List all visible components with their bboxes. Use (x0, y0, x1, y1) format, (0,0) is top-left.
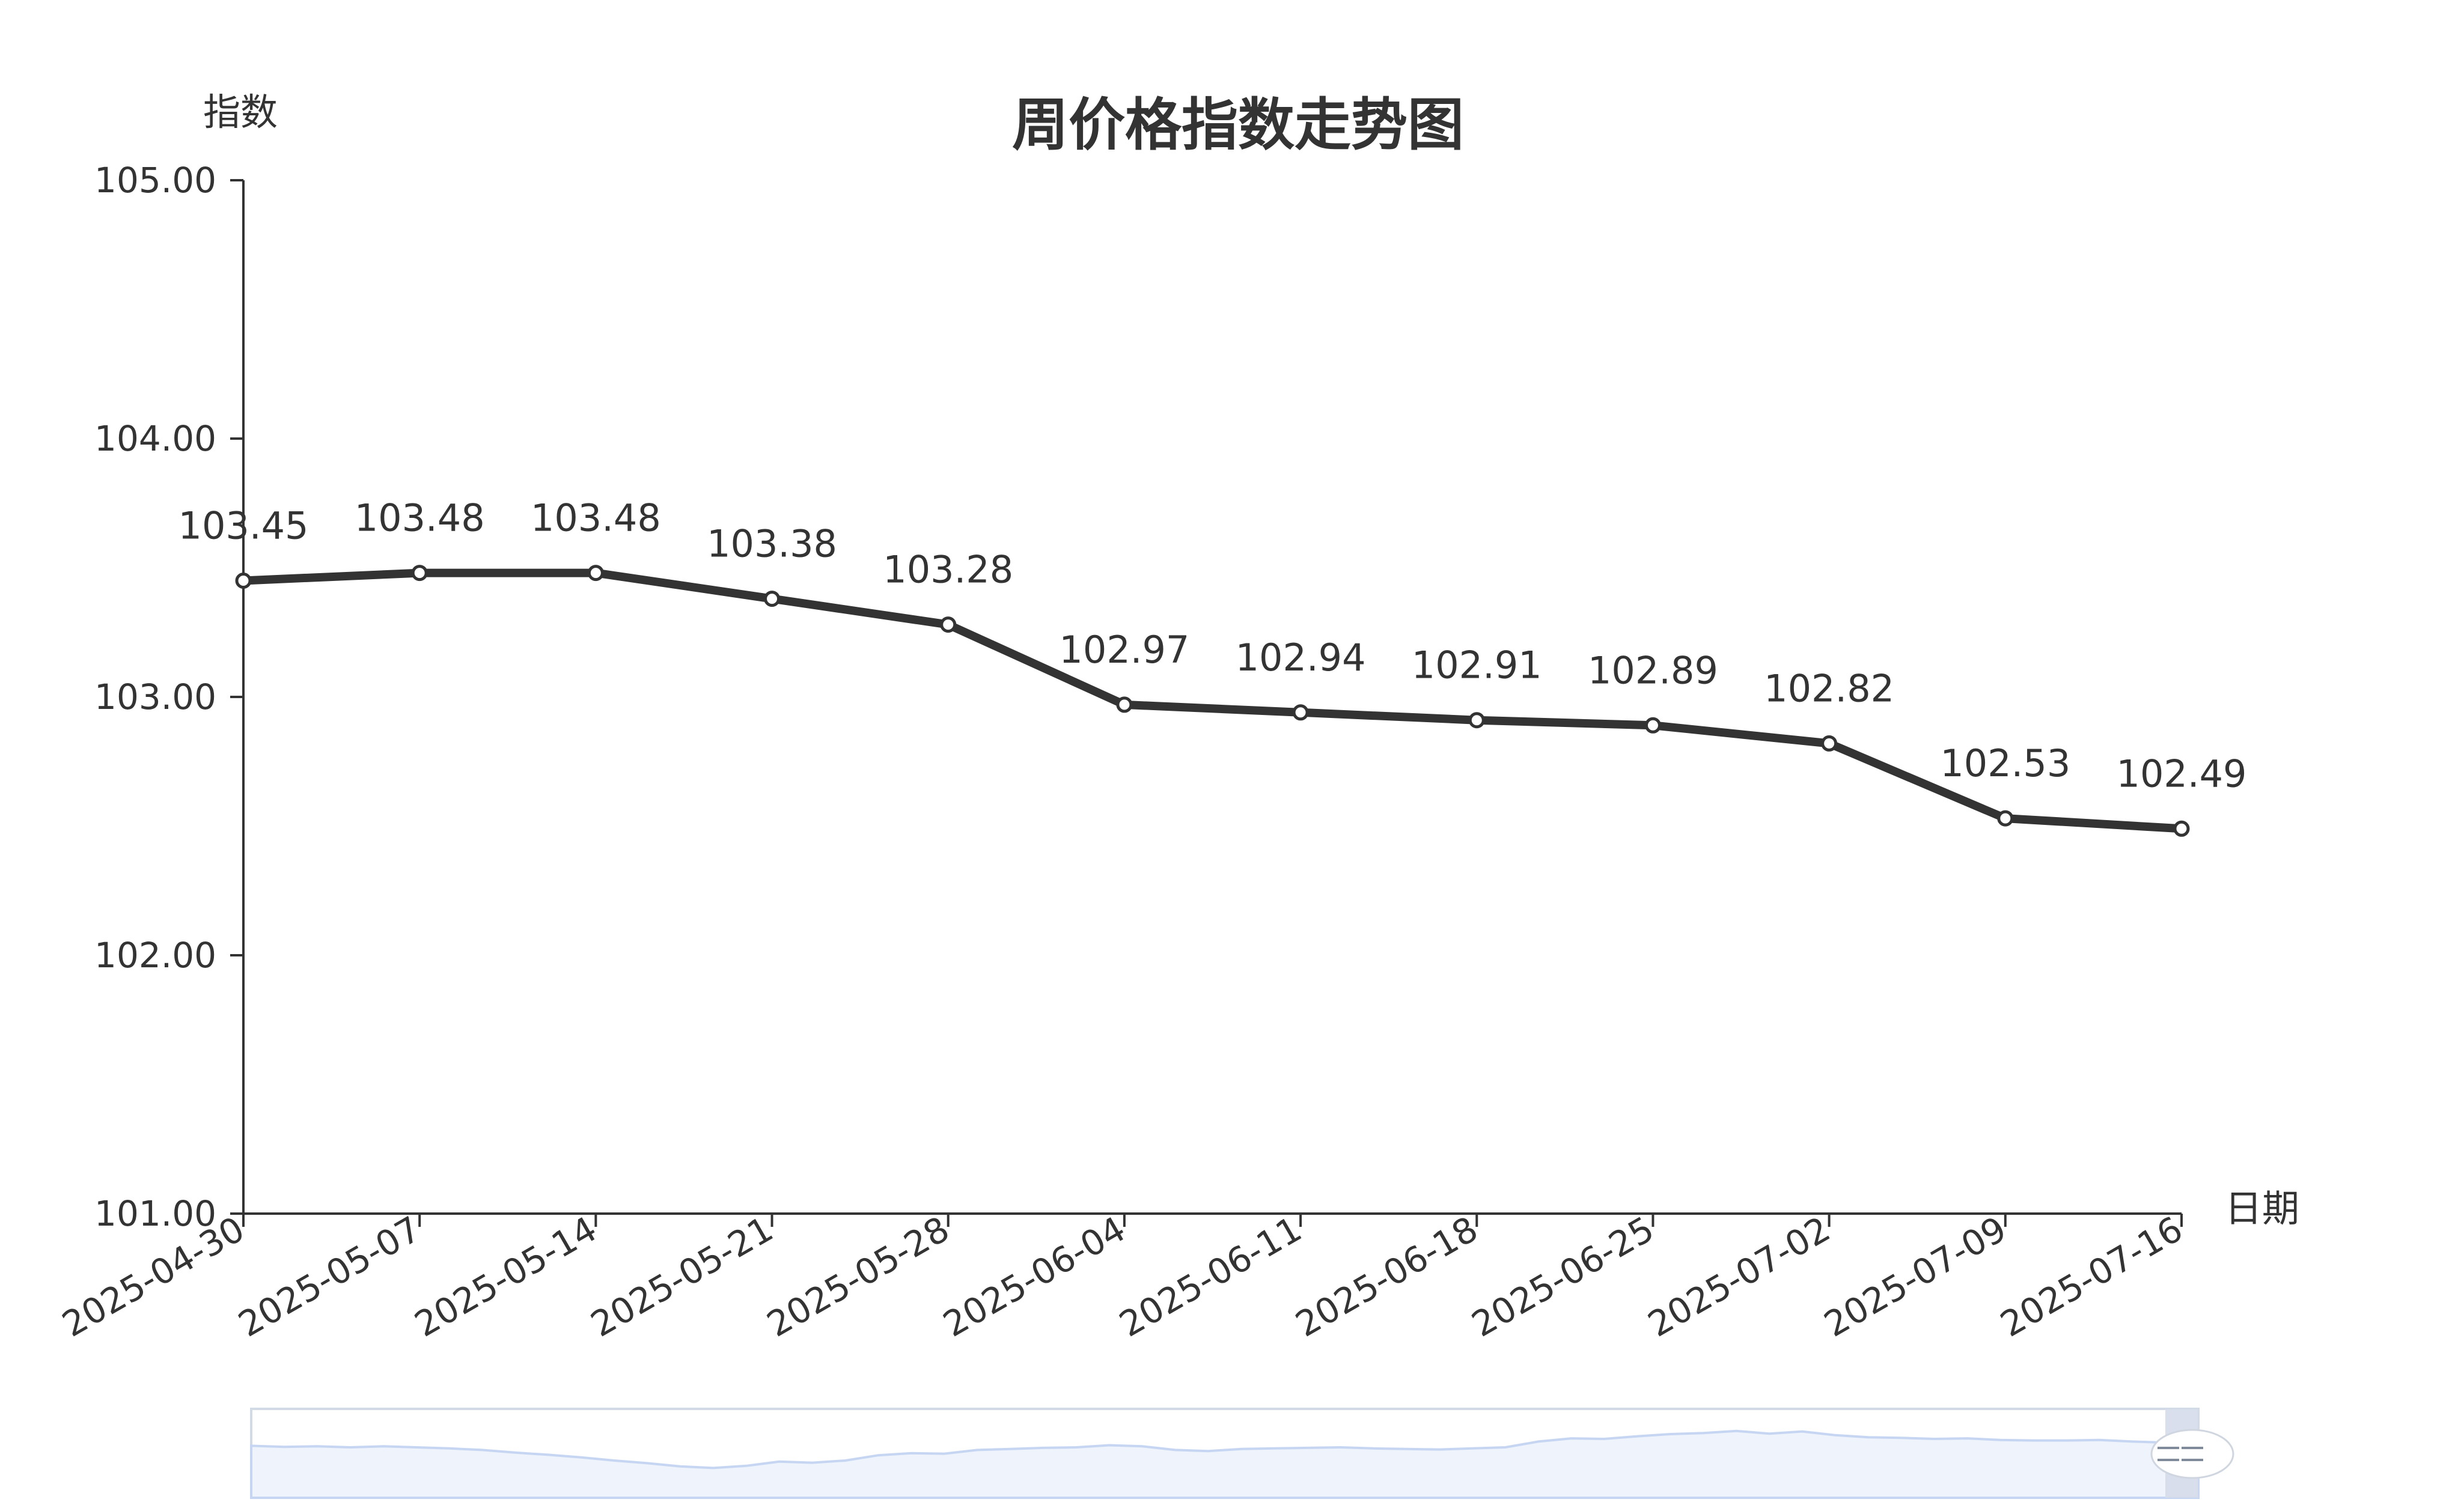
series-line (239, 568, 2186, 833)
data-point (1468, 712, 1485, 729)
data-zoom-slider[interactable] (250, 1408, 2234, 1499)
x-tick-label: 2025-06-04 (936, 1208, 1132, 1345)
x-tick-label: 2025-06-18 (1288, 1208, 1484, 1345)
x-tick-label: 2025-06-25 (1465, 1208, 1661, 1345)
x-tick-label: 2025-05-28 (760, 1208, 956, 1345)
data-point (411, 565, 428, 582)
chart-title: 周价格指数走势图 (1012, 93, 1464, 158)
data-label: 103.45 (178, 504, 309, 548)
x-tick-label: 2025-07-09 (1817, 1208, 2013, 1345)
data-labels: 103.45 103.48 103.48 103.38 103.28 102.97 102.… (178, 496, 2247, 796)
series-layer (235, 565, 2190, 837)
data-point (940, 616, 957, 633)
x-tick-label: 2025-07-16 (1993, 1208, 2189, 1345)
y-tick-label: 102.00 (94, 935, 216, 976)
x-axis-name: 日期 (2225, 1187, 2299, 1230)
data-label: 102.49 (2117, 752, 2247, 795)
x-tick-label: 2025-05-14 (407, 1208, 603, 1345)
data-zoom-handle[interactable] (2150, 1429, 2234, 1479)
x-tick-label: 2025-06-11 (1112, 1208, 1308, 1345)
data-point (1116, 696, 1133, 713)
y-axis-name: 指数 (203, 90, 278, 134)
y-tick-label: 105.00 (94, 160, 216, 201)
data-point (235, 573, 252, 589)
x-tick-label: 2025-05-21 (584, 1208, 780, 1345)
axes: 101.00102.00103.00104.00105.002025-04-30… (55, 160, 2189, 1345)
data-point (1997, 810, 2014, 827)
data-label: 102.82 (1764, 666, 1894, 710)
y-tick-label: 103.00 (94, 677, 216, 717)
y-tick-label: 101.00 (94, 1193, 216, 1234)
data-label: 103.28 (883, 548, 1013, 592)
data-label: 103.48 (355, 496, 485, 540)
data-label: 102.91 (1412, 643, 1542, 687)
data-point (587, 565, 604, 582)
data-zoom-preview (250, 1429, 2200, 1499)
data-point (764, 591, 781, 607)
data-label: 103.48 (531, 496, 661, 540)
data-point (1821, 735, 1838, 752)
data-label: 102.53 (1940, 741, 2070, 785)
data-label: 102.97 (1059, 628, 1189, 672)
y-tick-label: 104.00 (94, 418, 216, 459)
data-label: 103.38 (707, 522, 837, 566)
x-tick-label: 2025-07-02 (1641, 1208, 1837, 1345)
data-label: 102.94 (1236, 636, 1366, 680)
x-tick-label: 2025-05-07 (231, 1208, 427, 1345)
data-point (2173, 820, 2190, 837)
data-label: 102.89 (1588, 648, 1718, 692)
data-point (1292, 704, 1309, 721)
data-point (1644, 717, 1661, 734)
